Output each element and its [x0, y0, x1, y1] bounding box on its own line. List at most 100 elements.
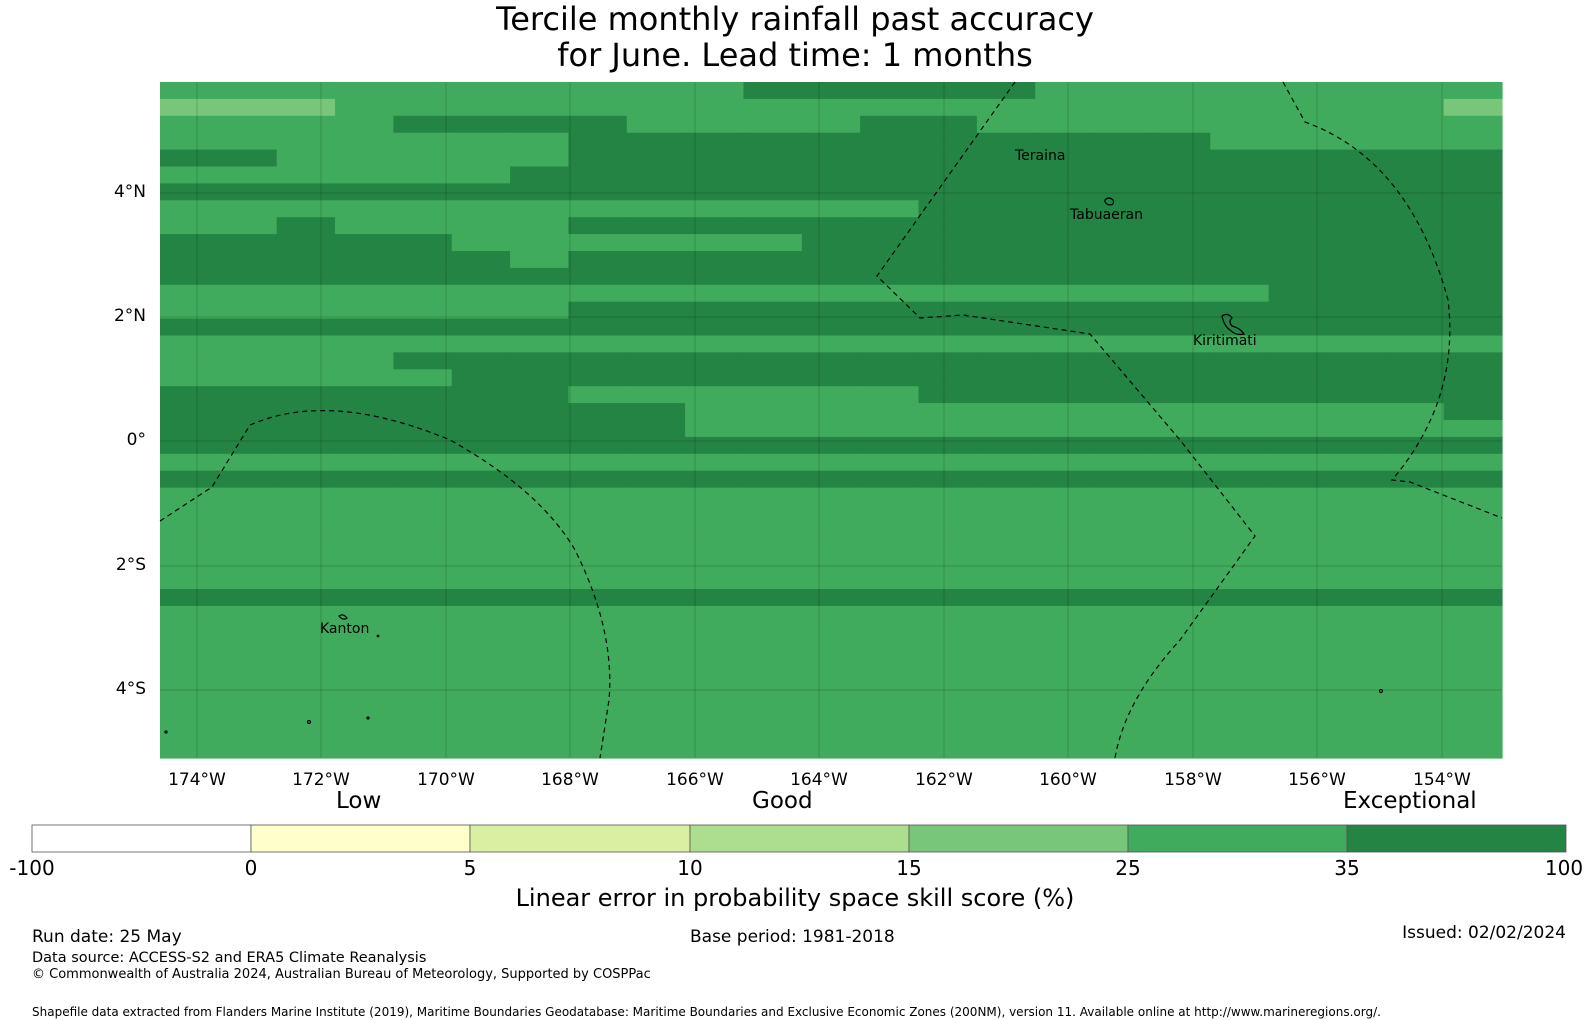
eez-boundary-line-islands-west — [876, 81, 1256, 759]
grid-cell — [743, 538, 803, 556]
grid-cell — [976, 217, 1036, 235]
grid-cell — [976, 436, 1036, 455]
grid-cell — [1210, 318, 1270, 337]
grid-cell — [801, 98, 861, 117]
grid-cell — [451, 538, 511, 556]
grid-cell — [451, 504, 511, 522]
grid-cell — [976, 555, 1036, 573]
grid-cell — [393, 267, 453, 286]
grid-cell — [1035, 183, 1095, 201]
grid-cell — [393, 132, 453, 151]
grid-cell — [160, 639, 219, 658]
grid-cell — [976, 267, 1036, 286]
grid-cell — [510, 284, 570, 303]
grid-cell — [1035, 741, 1095, 759]
grid-cell — [276, 352, 336, 370]
grid-cell — [451, 267, 511, 286]
grid-cell — [335, 301, 394, 320]
grid-cell — [685, 217, 745, 235]
grid-cell — [218, 436, 278, 455]
grid-cell — [1151, 98, 1211, 117]
grid-cell — [1093, 82, 1153, 100]
grid-cell — [568, 521, 628, 539]
grid-cell — [160, 504, 219, 522]
lon-tick-154w: 154°W — [1413, 770, 1471, 790]
grid-cell — [1151, 622, 1211, 641]
grid-cell — [1385, 369, 1445, 387]
grid-cell — [1443, 234, 1503, 252]
grid-cell — [1268, 589, 1328, 607]
grid-cell — [860, 555, 920, 573]
grid-cell — [568, 217, 628, 235]
grid-cell — [801, 369, 861, 387]
grid-cell — [510, 673, 570, 691]
grid-cell — [568, 470, 628, 489]
grid-cell — [1326, 369, 1386, 387]
grid-cell — [335, 538, 394, 556]
run-date: Run date: 25 May — [32, 927, 182, 947]
grid-cell — [1210, 470, 1270, 489]
grid-cell — [801, 115, 861, 134]
grid-cell — [1385, 217, 1445, 235]
grid-cell — [801, 605, 861, 624]
grid-cell — [335, 453, 394, 472]
grid-cell — [1210, 673, 1270, 691]
grid-cell — [1268, 166, 1328, 184]
grid-cell — [1268, 98, 1328, 117]
grid-cell — [568, 301, 628, 320]
grid-cell — [801, 521, 861, 539]
grid-cell — [335, 420, 394, 438]
grid-cell — [335, 335, 394, 353]
grid-cell — [918, 420, 978, 438]
grid-cell — [918, 673, 978, 691]
grid-cell — [626, 453, 686, 472]
grid-cell — [1326, 200, 1386, 218]
grid-cell — [685, 572, 745, 590]
grid-cell — [218, 656, 278, 675]
grid-cell — [860, 673, 920, 691]
grid-cell — [1035, 436, 1095, 455]
grid-cell — [801, 335, 861, 353]
grid-cell — [393, 504, 453, 522]
grid-cell — [335, 639, 394, 658]
grid-cell — [568, 487, 628, 506]
grid-cell — [1151, 639, 1211, 658]
grid-cell — [918, 267, 978, 286]
grid-cell — [685, 318, 745, 337]
grid-cell — [1268, 386, 1328, 404]
grid-cell — [1443, 420, 1503, 438]
grid-cell — [335, 149, 394, 168]
grid-cell — [1443, 166, 1503, 184]
grid-cell — [218, 453, 278, 472]
grid-cell — [976, 335, 1036, 353]
grid-cell — [626, 149, 686, 168]
grid-cell — [218, 707, 278, 725]
grid-cell — [160, 335, 219, 353]
grid-cell — [1443, 487, 1503, 506]
grid-cell — [510, 589, 570, 607]
grid-cell — [1268, 521, 1328, 539]
grid-cell — [451, 622, 511, 641]
grid-cell — [1326, 284, 1386, 303]
colorbar-tick-5: 5 — [463, 856, 477, 880]
grid-cell — [976, 673, 1036, 691]
grid-cell — [393, 538, 453, 556]
grid-cell — [510, 386, 570, 404]
grid-cell — [1385, 622, 1445, 641]
grid-cell — [1326, 352, 1386, 370]
grid-cell — [1210, 386, 1270, 404]
grid-cell — [860, 589, 920, 607]
grid-cell — [1385, 301, 1445, 320]
grid-cell — [451, 673, 511, 691]
grid-cell — [510, 487, 570, 506]
grid-cell — [801, 149, 861, 168]
grid-cell — [218, 741, 278, 759]
grid-cell — [335, 166, 394, 184]
grid-cell — [218, 301, 278, 320]
grid-cell — [918, 436, 978, 455]
grid-cell — [568, 386, 628, 404]
grid-cell — [335, 589, 394, 607]
grid-cell — [976, 284, 1036, 303]
grid-cell — [393, 234, 453, 252]
grid-cell — [1210, 605, 1270, 624]
